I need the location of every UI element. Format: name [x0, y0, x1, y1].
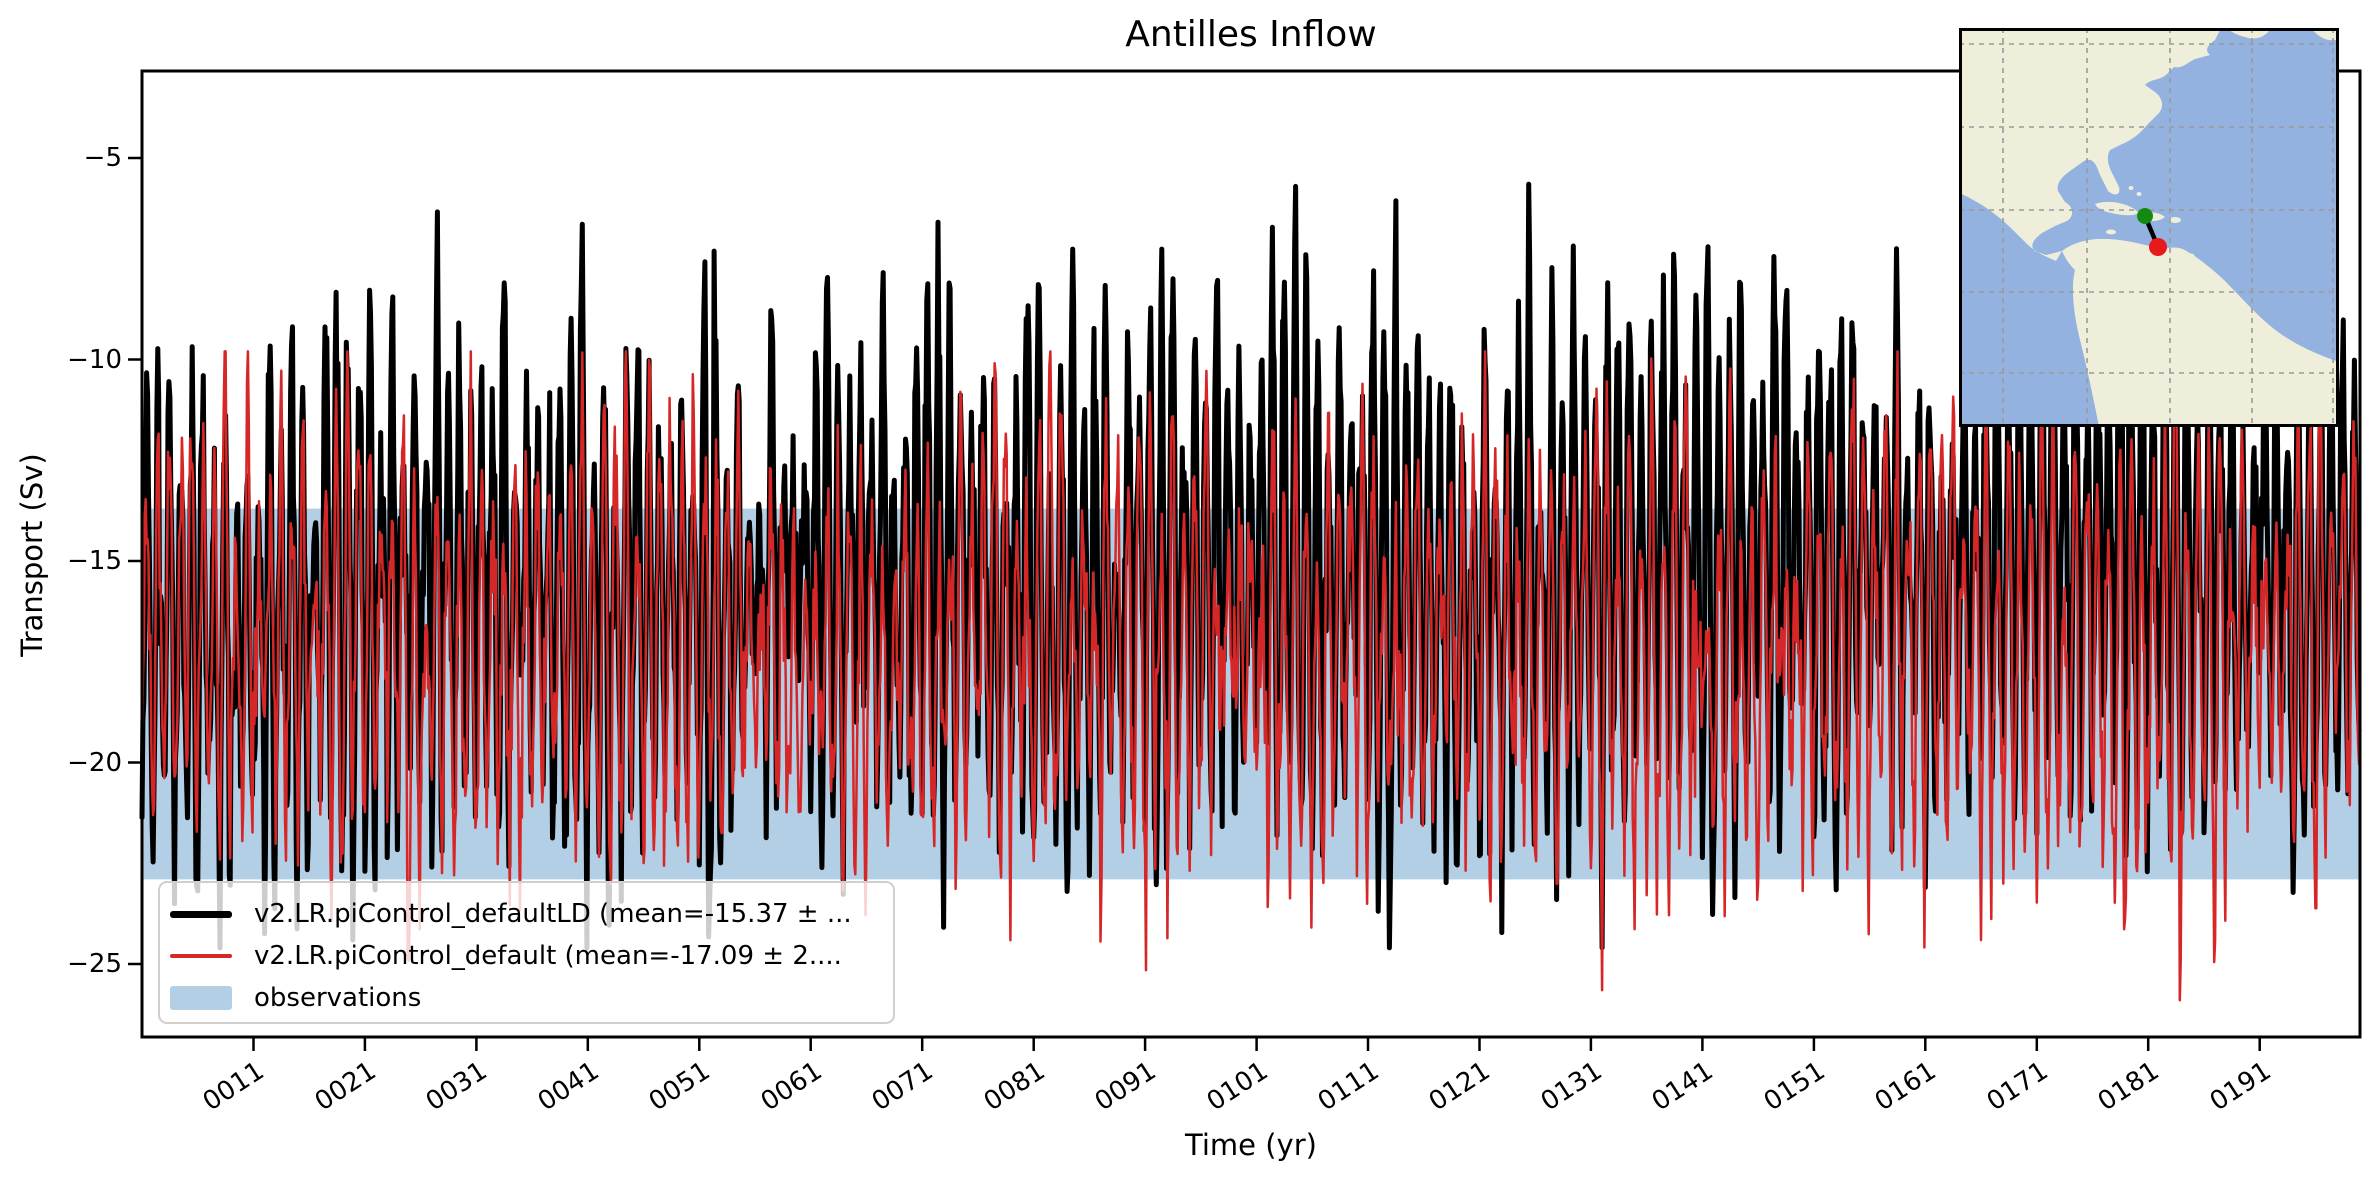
x-tick-label: 0191	[2204, 1056, 2277, 1118]
y-tick-label: −15	[67, 546, 122, 576]
axis-tick-marks	[128, 156, 2261, 1051]
trinidad-island	[2187, 253, 2195, 259]
legend-item-observations: observations	[170, 977, 893, 1019]
y-tick-label: −20	[67, 748, 122, 778]
south-america-landmass	[2062, 238, 2339, 427]
inset-border	[1959, 28, 2339, 427]
x-axis-label: Time (yr)	[1185, 1128, 1317, 1162]
y-tick-label: −10	[67, 345, 122, 375]
jamaica-island	[2106, 229, 2116, 235]
topright-land-patch	[2311, 28, 2339, 41]
transect-south-marker	[2149, 238, 2167, 256]
legend-swatch-observations-patch	[170, 986, 232, 1010]
puerto-rico-island	[2169, 217, 2181, 223]
y-tick-label: −5	[83, 143, 122, 173]
legend-item-default: v2.LR.piControl_default (mean=-17.09 ± 2…	[170, 935, 893, 977]
legend-item-defaultLD: v2.LR.piControl_defaultLD (mean=-15.37 ±…	[170, 893, 893, 935]
y-tick-label: −25	[67, 949, 122, 979]
inset-map	[1959, 28, 2339, 427]
series-piControl-default-line	[140, 350, 2361, 1002]
chart-title: Antilles Inflow	[1125, 14, 1377, 55]
bahamas-islet	[2136, 192, 2142, 196]
north-america-landmass	[1959, 28, 2221, 261]
legend-swatch-black-line	[170, 910, 232, 918]
cuba-island	[2095, 201, 2139, 216]
plot-border	[140, 69, 2362, 1039]
legend-swatch-red-line	[170, 954, 232, 958]
legend-label: v2.LR.piControl_defaultLD (mean=-15.37 ±…	[254, 899, 852, 929]
bahamas-islet	[2128, 186, 2134, 190]
legend: v2.LR.piControl_defaultLD (mean=-15.37 ±…	[158, 881, 895, 1024]
legend-label: observations	[254, 983, 422, 1013]
legend-label: v2.LR.piControl_default (mean=-17.09 ± 2…	[254, 941, 842, 971]
transect-north-marker	[2137, 208, 2153, 224]
